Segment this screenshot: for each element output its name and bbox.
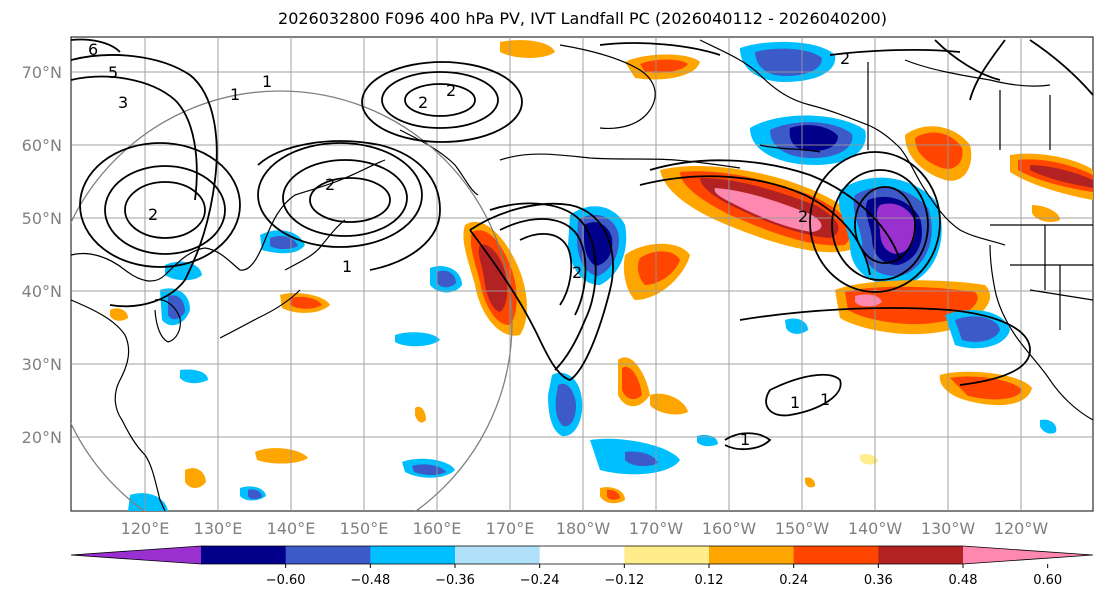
colorbar-segment xyxy=(793,546,879,564)
lat-label: 60°N xyxy=(22,136,62,155)
contour-label: 1 xyxy=(230,85,240,104)
contour-label: 1 xyxy=(790,393,800,412)
contour-label: 2 xyxy=(798,207,808,226)
colorbar-tick-label: 0.60 xyxy=(1033,573,1062,588)
lon-label: 150°W xyxy=(775,519,830,538)
colorbar-extend-low xyxy=(71,546,201,564)
lat-label: 40°N xyxy=(22,282,62,301)
colorbar-outline xyxy=(70,545,1094,565)
colorbar-tick-label: −0.48 xyxy=(350,573,390,588)
contour-label: 1 xyxy=(740,430,750,449)
pv-contours xyxy=(71,38,1093,451)
contour-label: 1 xyxy=(262,72,272,91)
lat-label: 70°N xyxy=(22,63,62,82)
lat-label: 30°N xyxy=(22,355,62,374)
colorbar-tick-label: 0.24 xyxy=(779,573,808,588)
gridlines xyxy=(71,37,1093,511)
colorbar-segment xyxy=(624,546,710,564)
longitude-labels: 120°E 130°E 140°E 150°E 160°E 170°E 180°… xyxy=(121,519,1049,538)
colorbar-segment xyxy=(878,546,964,564)
colorbar-segment xyxy=(201,546,287,564)
lon-label: 180°W xyxy=(556,519,611,538)
contour-label: 1 xyxy=(342,257,352,276)
colorbar-segment xyxy=(539,546,625,564)
colorbar-segment xyxy=(455,546,541,564)
lat-label: 20°N xyxy=(22,428,62,447)
latitude-labels: 70°N 60°N 50°N 40°N 30°N 20°N xyxy=(22,63,62,447)
contour-label: 2 xyxy=(148,205,158,224)
map-panel: 6 5 3 2 1 2 2 1 1 2 2 2 1 1 1 2 xyxy=(70,36,1094,512)
lon-label: 170°E xyxy=(486,519,535,538)
lon-label: 170°W xyxy=(629,519,684,538)
contour-label: 2 xyxy=(325,175,335,194)
contour-label: 2 xyxy=(840,49,850,68)
colorbar-tick-label: 0.12 xyxy=(695,573,724,588)
reference-circle xyxy=(71,90,513,511)
lon-label: 160°W xyxy=(702,519,757,538)
lon-label: 140°E xyxy=(267,519,316,538)
colorbar-segment xyxy=(285,546,371,564)
colorbar-tick-label: −0.24 xyxy=(520,573,560,588)
colorbar-segment xyxy=(370,546,456,564)
map-title: 2026032800 F096 400 hPa PV, IVT Landfall… xyxy=(278,9,887,28)
contour-label: 1 xyxy=(820,390,830,409)
lon-label: 160°E xyxy=(413,519,462,538)
colorbar-tick-label: 0.36 xyxy=(864,573,893,588)
colorbar-tick-label: −0.12 xyxy=(604,573,644,588)
lon-label: 140°W xyxy=(848,519,903,538)
lon-label: 120°W xyxy=(994,519,1049,538)
colorbar-tick-label: 0.48 xyxy=(949,573,978,588)
colorbar-tick-label: −0.36 xyxy=(435,573,475,588)
colorbar-segment xyxy=(709,546,795,564)
contour-label: 3 xyxy=(118,93,128,112)
colorbar-extend-high xyxy=(963,546,1093,564)
contour-label: 2 xyxy=(446,81,456,100)
colorbar: −0.60 −0.48 −0.36 −0.24 −0.12 0.12 0.24 0.36 0.4… xyxy=(70,545,1094,588)
lon-label: 150°E xyxy=(340,519,389,538)
contour-label: 5 xyxy=(108,63,118,82)
lon-label: 120°E xyxy=(121,519,170,538)
contour-label: 2 xyxy=(572,263,582,282)
lat-label: 50°N xyxy=(22,209,62,228)
contour-labels: 6 5 3 2 1 2 2 1 1 2 2 2 1 1 1 2 xyxy=(88,40,850,449)
coastlines xyxy=(71,39,1093,511)
lon-label: 130°W xyxy=(921,519,976,538)
contour-label: 2 xyxy=(418,93,428,112)
colorbar-tick-label: −0.60 xyxy=(266,573,306,588)
contour-label: 6 xyxy=(88,40,98,59)
lon-label: 130°E xyxy=(194,519,243,538)
